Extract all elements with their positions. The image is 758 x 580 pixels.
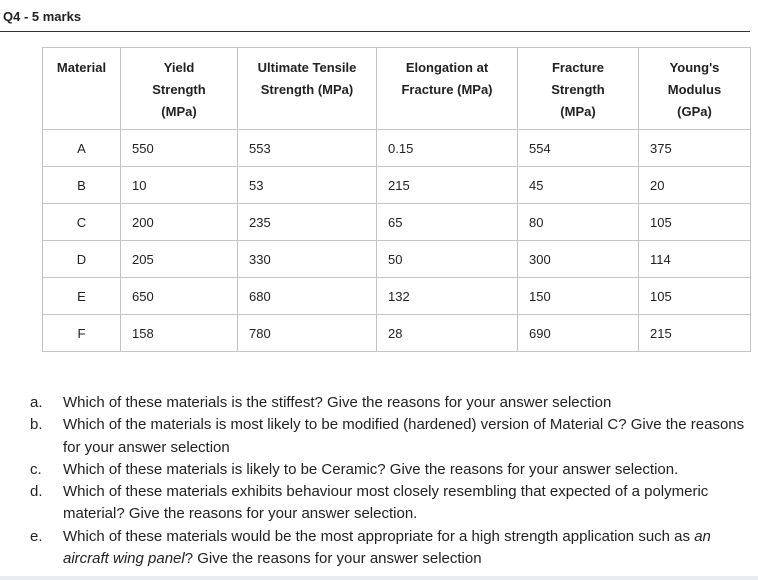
question-text: Which of the materials is most likely to… xyxy=(63,416,745,456)
question-label: a. xyxy=(30,394,43,411)
value-cell: 330 xyxy=(237,240,377,278)
column-header: Fracture Strength (MPa) xyxy=(517,47,639,130)
column-header: Young's Modulus (GPa) xyxy=(638,47,751,130)
value-cell: 0.15 xyxy=(376,129,518,167)
value-cell: 200 xyxy=(120,203,238,241)
question-label: c. xyxy=(30,460,42,478)
header-line: (MPa) xyxy=(560,104,596,119)
question: e. Which of these materials would be the … xyxy=(30,526,755,571)
question-title: Q4 - 5 marks xyxy=(3,9,82,24)
header-line: Elongation at xyxy=(405,60,489,75)
question-text: an aircraft wing panel xyxy=(63,527,711,568)
question-list: a. Which of these materials is the stiffe… xyxy=(30,392,755,570)
divider xyxy=(0,31,750,32)
material-cell: E xyxy=(42,277,121,315)
value-cell: 65 xyxy=(376,203,518,241)
value-cell: 53 xyxy=(237,166,377,204)
question-label: d. xyxy=(30,483,43,501)
bottom-bar xyxy=(0,576,758,580)
value-cell: 50 xyxy=(376,240,518,278)
value-cell: 80 xyxy=(517,203,639,241)
column-header: Ultimate Tensile Strength (MPa) xyxy=(237,47,377,130)
material-cell: C xyxy=(42,203,121,241)
value-cell: 650 xyxy=(120,277,238,315)
value-cell: 215 xyxy=(376,166,518,204)
material-cell: F xyxy=(42,314,121,352)
value-cell: 553 xyxy=(237,129,377,167)
header-line: Strength (MPa) xyxy=(260,82,354,97)
column-header: Material xyxy=(42,47,121,130)
column-header: Yield Strength (MPa) xyxy=(120,47,238,130)
table-row: C 200 235 65 80 105 xyxy=(42,203,751,241)
value-cell: 105 xyxy=(638,203,751,241)
header-line: Strength xyxy=(152,82,206,97)
table-row: D 205 330 50 300 114 xyxy=(42,240,751,278)
question-text: ? Give the reasons for your answer selec… xyxy=(184,550,482,568)
materials-table: Material Yield Strength (MPa) Ultimate Tensi… xyxy=(42,47,751,352)
question-text: Which of these materials would be the mo… xyxy=(63,527,695,545)
question: d. Which of these materials exhibits beha… xyxy=(30,481,755,526)
value-cell: 10 xyxy=(120,166,238,204)
table-body: A 550 553 0.15 554 375 B 10 53 215 45 20 C 200 235 65 80… xyxy=(42,129,751,352)
value-cell: 690 xyxy=(517,314,639,352)
value-cell: 215 xyxy=(638,314,751,352)
header-line: (MPa) xyxy=(161,104,197,119)
question-label: e. xyxy=(30,527,43,545)
header-line: Fracture (MPa) xyxy=(401,82,493,97)
header-line: Yield xyxy=(163,60,195,75)
column-header: Elongation at Fracture (MPa) xyxy=(376,47,518,130)
header-line: Material xyxy=(56,60,107,75)
header-line: Ultimate Tensile xyxy=(257,60,357,75)
value-cell: 28 xyxy=(376,314,518,352)
value-cell: 550 xyxy=(120,129,238,167)
value-cell: 235 xyxy=(237,203,377,241)
value-cell: 20 xyxy=(638,166,751,204)
value-cell: 375 xyxy=(638,129,751,167)
value-cell: 205 xyxy=(120,240,238,278)
header-line: Young's xyxy=(669,60,720,75)
header-row: Material Yield Strength (MPa) Ultimate Tensi… xyxy=(42,47,751,130)
table-row: B 10 53 215 45 20 xyxy=(42,166,751,204)
question-text: Which of these materials is likely to be… xyxy=(63,460,679,478)
table-row: A 550 553 0.15 554 375 xyxy=(42,129,751,167)
header-line: Modulus xyxy=(667,82,722,97)
question-text: Which of these materials is the stiffest… xyxy=(63,394,612,411)
value-cell: 780 xyxy=(237,314,377,352)
material-cell: D xyxy=(42,240,121,278)
question: a. Which of these materials is the stiffe… xyxy=(30,392,755,414)
question-label: b. xyxy=(30,416,43,434)
value-cell: 150 xyxy=(517,277,639,315)
header-line: Strength xyxy=(551,82,605,97)
material-cell: A xyxy=(42,129,121,167)
value-cell: 680 xyxy=(237,277,377,315)
value-cell: 114 xyxy=(638,240,751,278)
question-text: Which of these materials exhibits behavi… xyxy=(63,483,709,523)
table-row: F 158 780 28 690 215 xyxy=(42,314,751,352)
material-cell: B xyxy=(42,166,121,204)
value-cell: 300 xyxy=(517,240,639,278)
value-cell: 132 xyxy=(376,277,518,315)
value-cell: 45 xyxy=(517,166,639,204)
header-line: Fracture xyxy=(551,60,605,75)
value-cell: 554 xyxy=(517,129,639,167)
question: c. Which of these materials is likely to … xyxy=(30,459,755,481)
table-row: E 650 680 132 150 105 xyxy=(42,277,751,315)
value-cell: 105 xyxy=(638,277,751,315)
question: b. Which of the materials is most likely … xyxy=(30,414,755,459)
header-line: (GPa) xyxy=(677,104,712,119)
value-cell: 158 xyxy=(120,314,238,352)
